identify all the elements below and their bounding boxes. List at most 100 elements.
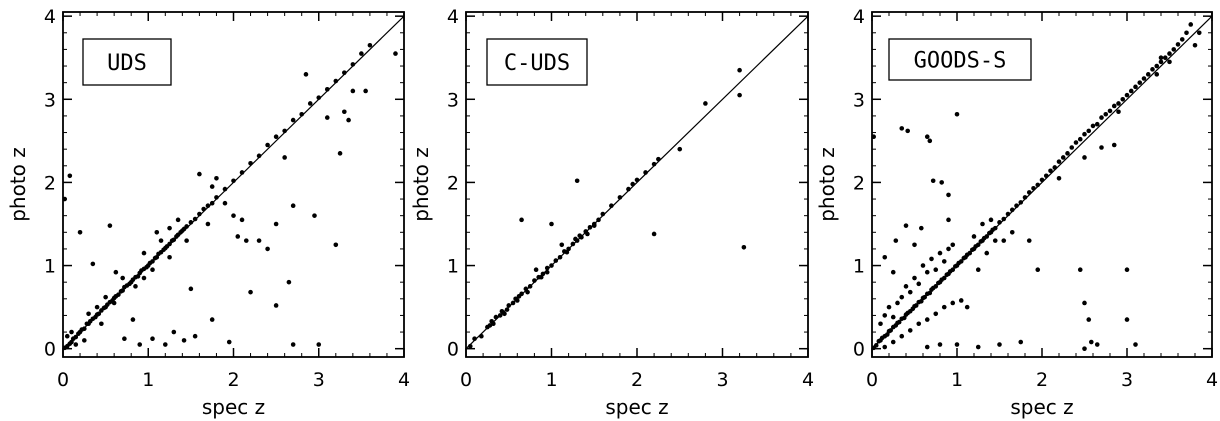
data-point <box>290 117 296 123</box>
data-point <box>946 192 951 198</box>
data-point <box>167 254 172 260</box>
data-point <box>73 342 79 347</box>
x-tick-label: 3 <box>1121 369 1133 391</box>
data-point <box>924 317 930 322</box>
data-point <box>141 250 147 256</box>
data-point <box>1069 145 1075 150</box>
data-point <box>256 238 262 243</box>
data-point <box>303 72 309 77</box>
data-point <box>878 321 883 327</box>
data-point <box>927 138 933 144</box>
data-point <box>609 203 614 208</box>
y-tick-label: 4 <box>853 6 865 28</box>
data-point <box>209 184 215 189</box>
y-tick-label: 1 <box>853 256 865 278</box>
y-tick-label: 3 <box>44 89 56 111</box>
data-point <box>519 217 524 223</box>
data-point <box>350 88 356 94</box>
data-point <box>82 326 87 332</box>
data-point <box>1188 22 1194 27</box>
data-point <box>626 186 631 192</box>
data-point <box>324 87 330 92</box>
data-point <box>964 304 970 310</box>
data-point <box>634 177 640 183</box>
data-point <box>893 238 899 243</box>
data-point <box>958 259 964 264</box>
data-point <box>265 246 270 252</box>
data-point <box>192 216 198 222</box>
data-point <box>984 234 990 239</box>
data-point <box>96 311 102 317</box>
data-point <box>94 304 100 310</box>
data-point <box>920 263 926 268</box>
data-point <box>939 180 944 185</box>
data-point <box>930 178 936 184</box>
data-point <box>1052 165 1058 170</box>
data-point <box>941 275 947 281</box>
y-tick-label: 4 <box>44 6 56 28</box>
data-point <box>988 217 994 223</box>
data-point <box>1150 67 1155 72</box>
data-point <box>1014 203 1019 208</box>
data-point <box>907 289 913 295</box>
x-tick-label: 2 <box>227 369 239 391</box>
data-point <box>489 318 494 324</box>
data-point <box>1035 182 1041 188</box>
data-point <box>1082 155 1087 160</box>
data-point <box>916 281 922 287</box>
data-point <box>922 294 927 300</box>
data-point <box>86 311 91 317</box>
y-tick-label: 2 <box>853 172 865 194</box>
data-point <box>1073 140 1079 145</box>
data-point <box>958 298 964 303</box>
data-point <box>954 111 960 117</box>
data-point <box>950 242 956 248</box>
data-point <box>197 211 202 217</box>
data-point <box>888 328 893 333</box>
data-point <box>1103 111 1109 117</box>
x-tick-label: 0 <box>866 369 878 391</box>
data-point <box>214 175 219 181</box>
data-point <box>967 250 973 256</box>
chart-panel-1: 0 1 2 3 4 0 1 2 3 4 spec z photo z UDS <box>6 6 410 419</box>
data-point <box>933 284 939 289</box>
data-point <box>1077 267 1083 273</box>
x-axis-label: spec z <box>202 395 265 419</box>
data-point <box>222 186 228 192</box>
data-point <box>235 234 241 239</box>
data-point <box>1111 103 1117 109</box>
data-point <box>342 109 347 115</box>
data-point <box>73 334 79 340</box>
data-point <box>515 298 520 303</box>
data-point <box>141 275 147 281</box>
data-point <box>1171 47 1177 52</box>
data-point <box>651 161 657 167</box>
x-tick-label: 0 <box>460 369 472 391</box>
data-point <box>525 289 530 295</box>
data-point <box>209 200 215 206</box>
data-point <box>1082 300 1087 306</box>
data-point <box>342 70 347 75</box>
data-point <box>1124 92 1130 98</box>
data-point <box>107 223 113 228</box>
data-point <box>333 242 339 248</box>
data-point <box>282 155 287 160</box>
data-point <box>158 238 164 243</box>
data-point <box>214 195 219 200</box>
data-point <box>553 258 559 263</box>
data-point <box>90 261 96 267</box>
data-point <box>1179 37 1185 42</box>
y-tick-label: 2 <box>447 172 459 194</box>
data-point <box>1018 200 1024 205</box>
data-point <box>1048 168 1053 174</box>
data-point <box>519 291 524 297</box>
data-point <box>1162 55 1168 61</box>
data-point <box>120 275 125 281</box>
data-point <box>1133 84 1138 90</box>
data-point <box>1167 51 1172 56</box>
data-point <box>324 115 330 120</box>
data-point <box>312 213 317 218</box>
data-point <box>905 128 910 134</box>
data-point <box>559 242 565 248</box>
data-point <box>1167 59 1172 65</box>
